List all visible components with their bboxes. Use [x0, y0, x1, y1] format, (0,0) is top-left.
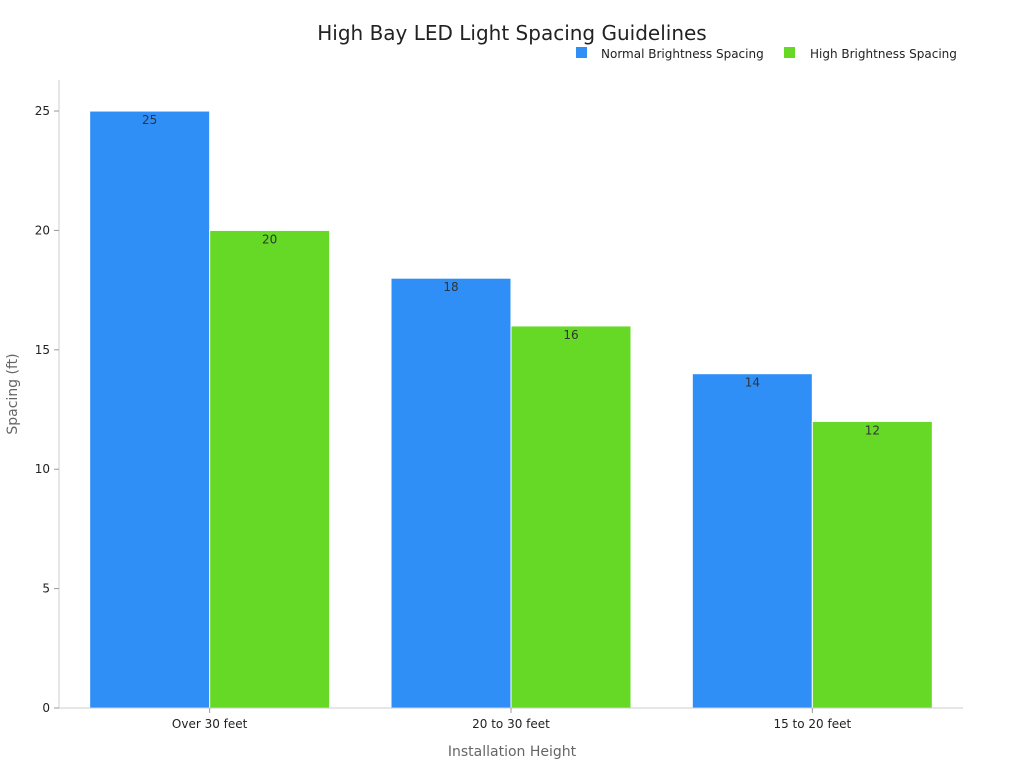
- y-tick-label: 25: [35, 104, 50, 118]
- bar-value-label: 25: [142, 113, 157, 127]
- bar-value-label: 12: [865, 423, 880, 437]
- legend: Normal Brightness Spacing High Brightness…: [576, 47, 957, 61]
- y-tick-label: 10: [35, 462, 50, 476]
- x-tick-label: Over 30 feet: [172, 717, 248, 731]
- y-tick-label: 20: [35, 223, 50, 237]
- y-ticks-group: 0 5 10 15 20 25: [35, 104, 59, 715]
- chart-title: High Bay LED Light Spacing Guidelines: [317, 21, 706, 45]
- legend-label: High Brightness Spacing: [810, 47, 957, 61]
- bar-high-brightness: [510, 325, 632, 709]
- y-tick-label: 5: [42, 582, 50, 596]
- bars-group: [89, 110, 933, 709]
- x-axis-title: Installation Height: [448, 744, 577, 760]
- legend-label: Normal Brightness Spacing: [601, 47, 764, 61]
- x-ticks-group: Over 30 feet 20 to 30 feet 15 to 20 feet: [172, 708, 851, 731]
- y-tick-label: 15: [35, 343, 50, 357]
- bar-value-label: 16: [563, 328, 578, 342]
- data-labels-group: 25 20 18 16 14 12: [142, 113, 880, 437]
- y-axis-title: Spacing (ft): [5, 353, 21, 434]
- legend-swatch: [784, 47, 795, 58]
- bar-high-brightness: [811, 420, 933, 709]
- legend-swatch: [576, 47, 587, 58]
- bar-high-brightness: [209, 229, 331, 709]
- x-tick-label: 15 to 20 feet: [773, 717, 851, 731]
- y-tick-label: 0: [42, 701, 50, 715]
- bar-value-label: 20: [262, 232, 277, 246]
- bar-normal-brightness: [89, 110, 211, 709]
- x-tick-label: 20 to 30 feet: [472, 717, 550, 731]
- bar-normal-brightness: [691, 373, 813, 709]
- bar-value-label: 18: [443, 280, 458, 294]
- bar-value-label: 14: [745, 376, 760, 390]
- bar-normal-brightness: [390, 277, 512, 709]
